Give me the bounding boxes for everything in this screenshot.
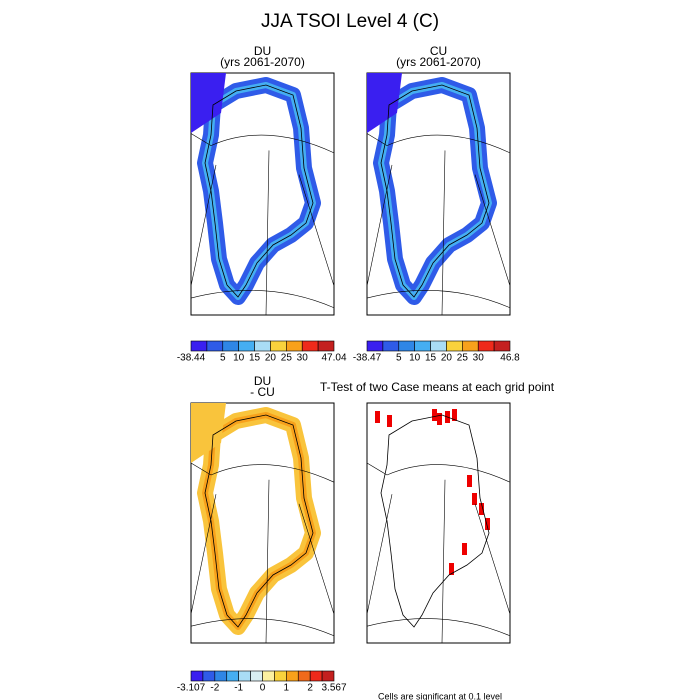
colorbar-box [262, 670, 275, 682]
colorbar-box [270, 340, 287, 352]
colorbar-box [238, 670, 251, 682]
colorbar-box [321, 670, 335, 682]
footnote: Cells are significant at 0.1 level [378, 691, 502, 700]
colorbar-box [286, 340, 303, 352]
significant-cell [485, 518, 490, 530]
colorbar-box [366, 340, 384, 352]
graticule [366, 290, 511, 309]
colorbar-label: 10 [233, 353, 245, 364]
panel-title: DU [254, 374, 271, 388]
colorbar-box [297, 670, 311, 682]
panel-title: T-Test of two Case means at each grid po… [320, 380, 555, 394]
colorbar-label: 47.04 [321, 353, 346, 364]
significant-cell [467, 475, 472, 487]
colorbar-label: 15 [249, 353, 261, 364]
colorbar-label: -3.107 [177, 683, 206, 694]
significant-cell [452, 409, 457, 421]
significant-cell [472, 493, 477, 505]
colorbar-box [274, 670, 287, 682]
colorbar-label: 15 [425, 353, 437, 364]
colorbar-box [382, 340, 400, 352]
colorbar-label: -1 [234, 683, 243, 694]
colorbar-box [493, 340, 511, 352]
map-panel [190, 72, 335, 316]
map-panel [366, 402, 511, 644]
panel-title: CU [430, 44, 447, 58]
map-panel [366, 72, 511, 316]
graticule [190, 133, 335, 316]
colorbar-label: -2 [210, 683, 219, 694]
graticule [386, 464, 511, 483]
field-edge [191, 73, 226, 133]
graticule [190, 618, 335, 637]
panel-subtitle: (yrs 2061-2070) [396, 55, 481, 69]
significant-cell [462, 543, 467, 555]
colorbar-label: 30 [473, 353, 485, 364]
colorbar-box [190, 340, 208, 352]
significant-cell [387, 415, 392, 427]
graticule [190, 290, 335, 309]
colorbar-box [238, 340, 255, 352]
graticule [210, 464, 335, 483]
colorbar-box [222, 340, 239, 352]
figure-title: JJA TSOI Level 4 (C) [261, 11, 439, 32]
field-edge [191, 403, 226, 463]
panel-title: DU [254, 44, 271, 58]
significant-cell [449, 563, 454, 575]
colorbar-label: 46.8 [500, 353, 520, 364]
panel-subtitle: (yrs 2061-2070) [220, 55, 305, 69]
graticule [366, 462, 511, 644]
coastline [380, 414, 490, 628]
graticule [386, 134, 511, 154]
colorbar-box [430, 340, 447, 352]
coastline [204, 84, 314, 298]
colorbar-box [254, 340, 271, 352]
colorbar-label: 3.567 [321, 683, 346, 694]
colorbar-box [206, 340, 224, 352]
graticule [366, 133, 511, 316]
colorbar-label: 0 [260, 683, 266, 694]
colorbar-box [446, 340, 463, 352]
colorbar-box [317, 340, 335, 352]
graticule [366, 618, 511, 637]
colorbar-box [477, 340, 495, 352]
map-panel [190, 402, 335, 644]
colorbar-label: 25 [281, 353, 293, 364]
colorbar-box [202, 670, 216, 682]
colorbar-label: -38.47 [353, 353, 382, 364]
significant-cell [432, 409, 437, 421]
colorbar-label: 1 [284, 683, 290, 694]
colorbar-label: 5 [396, 353, 402, 364]
colorbar-box [398, 340, 415, 352]
significant-cell [375, 411, 380, 423]
colorbar-label: 20 [265, 353, 277, 364]
colorbar-label: 25 [457, 353, 469, 364]
graticule [210, 134, 335, 154]
coastline [204, 414, 314, 628]
colorbar-label: 10 [409, 353, 421, 364]
colorbar-box [309, 670, 323, 682]
colorbar-box [226, 670, 239, 682]
significant-cell [437, 413, 442, 425]
colorbar-box [214, 670, 228, 682]
colorbar-label: 20 [441, 353, 453, 364]
colorbar-label: 2 [307, 683, 313, 694]
graticule [190, 462, 335, 644]
colorbar-box [414, 340, 431, 352]
colorbar-box [190, 670, 204, 682]
colorbar-box [250, 670, 263, 682]
panel-subtitle: - CU [250, 385, 275, 399]
colorbar-label: 5 [220, 353, 226, 364]
colorbar-label: 30 [297, 353, 309, 364]
colorbar-label: -38.44 [177, 353, 206, 364]
colorbar-box [286, 670, 299, 682]
significant-cell [479, 503, 484, 515]
field-edge [367, 73, 402, 133]
colorbar-box [462, 340, 479, 352]
coastline [380, 84, 490, 298]
colorbar-box [301, 340, 319, 352]
